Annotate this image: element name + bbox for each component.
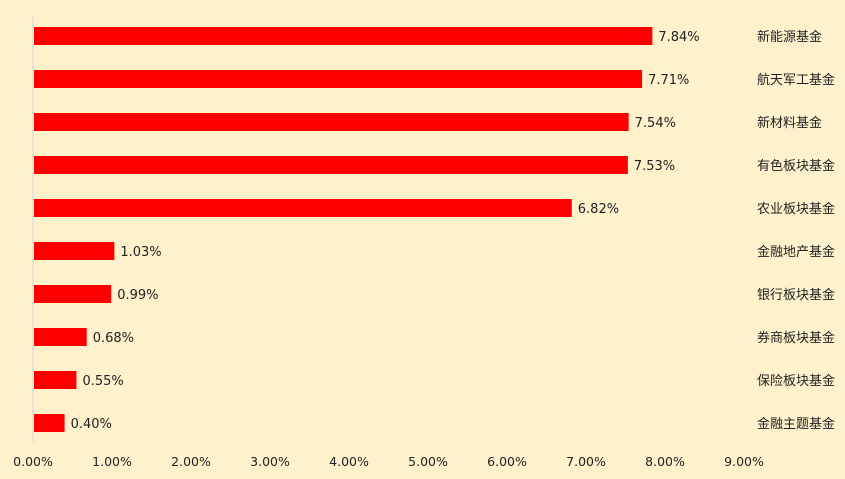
category-label: 新能源基金 xyxy=(757,29,822,45)
x-tick-label: 4.00% xyxy=(329,454,369,469)
bar-value-label: 7.84% xyxy=(658,30,699,45)
category-label: 新材料基金 xyxy=(757,115,822,131)
x-axis-ticks: 0.00% 1.00% 2.00% 3.00% 4.00% 5.00% 6.00% 7.00%… xyxy=(13,454,764,469)
x-tick-label: 7.00% xyxy=(566,454,606,469)
bar xyxy=(34,414,65,432)
category-label: 农业板块基金 xyxy=(757,201,835,217)
x-tick-label: 3.00% xyxy=(250,454,290,469)
bar-value-label: 0.99% xyxy=(117,288,158,303)
bar xyxy=(34,70,643,88)
value-labels-group: 7.84% 7.71% 7.54% 7.53% 6.82% 1.03% 0.99% 0.68%… xyxy=(71,30,700,432)
bar xyxy=(34,328,87,346)
x-tick-label: 5.00% xyxy=(408,454,448,469)
category-label: 金融主题基金 xyxy=(757,416,835,432)
x-tick-label: 0.00% xyxy=(13,454,53,469)
category-label: 航天军工基金 xyxy=(757,72,835,88)
x-tick-label: 6.00% xyxy=(487,454,527,469)
bar xyxy=(34,156,628,174)
bar-value-label: 7.71% xyxy=(648,73,689,88)
category-label: 保险板块基金 xyxy=(757,373,835,389)
x-tick-label: 8.00% xyxy=(645,454,685,469)
x-tick-label: 2.00% xyxy=(171,454,211,469)
category-label: 券商板块基金 xyxy=(757,330,835,346)
bar-value-label: 0.40% xyxy=(71,417,112,432)
bar xyxy=(34,242,115,260)
x-tick-label: 1.00% xyxy=(92,454,132,469)
category-label: 有色板块基金 xyxy=(757,158,835,174)
bar-value-label: 6.82% xyxy=(578,202,619,217)
bar-value-label: 0.68% xyxy=(93,331,134,346)
bar-value-label: 0.55% xyxy=(82,374,123,389)
bars-group xyxy=(34,27,653,432)
category-label: 金融地产基金 xyxy=(757,244,835,260)
category-label: 银行板块基金 xyxy=(757,287,835,303)
bar-value-label: 7.53% xyxy=(634,159,675,174)
bar-value-label: 1.03% xyxy=(120,245,161,260)
bar xyxy=(34,285,112,303)
bar-value-label: 7.54% xyxy=(635,116,676,131)
bar xyxy=(34,113,629,131)
bar xyxy=(34,371,77,389)
category-labels-group: 新能源基金航天军工基金新材料基金有色板块基金农业板块基金金融地产基金银行板块基金… xyxy=(757,29,835,432)
bar xyxy=(34,27,653,45)
x-tick-label: 9.00% xyxy=(724,454,764,469)
bar xyxy=(34,199,572,217)
